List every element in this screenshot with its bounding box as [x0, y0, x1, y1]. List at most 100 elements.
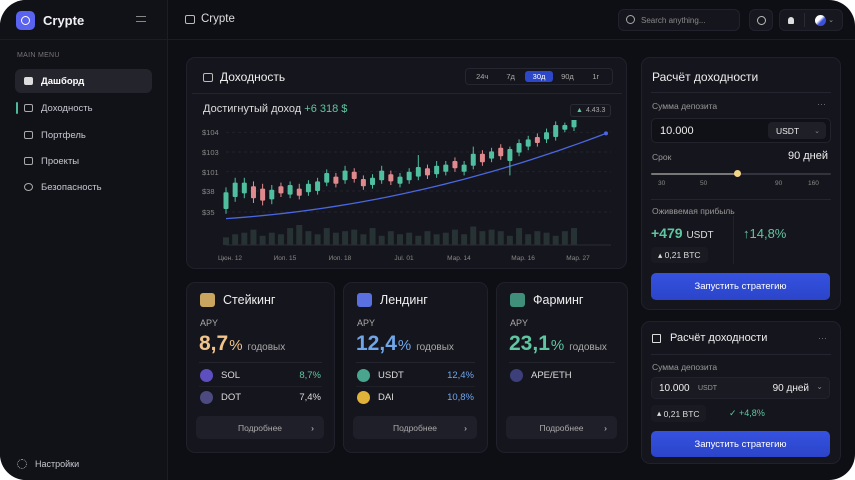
volume-bar	[406, 232, 413, 245]
sidebar-item-projects[interactable]: Проекты	[15, 149, 152, 173]
launch-strategy-button[interactable]: Запустить стратегию	[651, 273, 830, 300]
y-tick-label: $104	[202, 128, 219, 137]
candle-body	[452, 161, 458, 169]
user-icon	[24, 183, 33, 191]
term-value: 90 дней	[787, 150, 828, 162]
coin-icon	[357, 369, 370, 382]
period-tabs: 24ч 7д 30д 90д 1г	[465, 68, 613, 85]
chevron-down-icon: ⌄	[816, 382, 823, 391]
candle-body	[241, 182, 247, 194]
launch-strategy-button-compact[interactable]: Запустить стратегию	[651, 431, 830, 457]
candle-body	[461, 164, 467, 172]
details-button[interactable]: Подробнее ›	[506, 416, 617, 439]
apy-value: 8,7% годовых	[199, 332, 286, 355]
candle-body	[342, 170, 348, 181]
term-slider[interactable]	[651, 170, 831, 177]
yield-card-title: Доходность	[203, 70, 285, 84]
bank-icon	[357, 293, 372, 307]
asset-row: SOL 8,7%	[200, 369, 321, 382]
achieved-income: Достигнутый доход +6 318 $	[203, 103, 348, 115]
btc-equivalent: ▴ 0,21 BTC	[651, 405, 706, 422]
candle-body	[269, 189, 275, 200]
avatar[interactable]	[815, 14, 827, 26]
sidebar-item-yield[interactable]: Доходность	[15, 96, 152, 120]
volume-bar	[525, 234, 532, 245]
chevron-down-icon: ⌄	[814, 127, 820, 135]
candle-body	[516, 143, 522, 153]
sidebar-item-portfolio[interactable]: Портфель	[15, 123, 152, 147]
x-tick-label: Иоп. 18	[329, 255, 352, 262]
volume-bar	[223, 237, 229, 245]
sidebar: Crypte MAIN MENU Дашборд Доходность Порт…	[0, 0, 168, 480]
menu-toggle-icon[interactable]	[136, 16, 146, 22]
candle-body	[296, 188, 302, 196]
apy-value: 23,1% годовых	[509, 332, 607, 355]
tab-90d[interactable]: 90д	[561, 72, 574, 81]
candle-body	[434, 165, 440, 175]
y-tick-label: $35	[202, 208, 215, 217]
search-input[interactable]: Search anything...	[618, 9, 740, 31]
volume-bar	[561, 231, 568, 245]
gear-icon	[17, 459, 27, 469]
volume-bar	[369, 228, 376, 245]
x-tick-label: Мар. 14	[447, 255, 471, 262]
logo-icon	[16, 11, 35, 30]
deposit-input[interactable]: 10.000 USDT ⌄	[651, 118, 831, 143]
yield-icon	[24, 104, 33, 112]
candle-body	[250, 186, 256, 199]
sidebar-item-dashboard[interactable]: Дашборд	[15, 69, 152, 93]
more-options-icon[interactable]: ···	[817, 99, 826, 109]
deposit-term-select[interactable]: 10.000 USDT 90 дней ⌄	[651, 377, 830, 399]
details-button[interactable]: Подробнее ›	[353, 416, 477, 439]
volume-bar	[461, 234, 468, 245]
sidebar-item-security[interactable]: Безопасность	[15, 175, 152, 199]
tab-1y[interactable]: 1г	[592, 72, 600, 81]
volume-bar	[424, 231, 431, 245]
farm-icon	[510, 293, 525, 307]
more-options-icon[interactable]: ···	[818, 333, 827, 343]
candle-body	[525, 139, 531, 147]
deposit-label: Сумма депозита	[652, 101, 718, 111]
bell-icon[interactable]	[788, 16, 795, 24]
volume-bar	[342, 231, 349, 245]
user-controls[interactable]: ⌄	[779, 9, 843, 31]
candle-body	[498, 147, 504, 157]
volume-bar	[360, 234, 367, 245]
slider-handle[interactable]	[734, 170, 742, 177]
header-divider	[0, 39, 855, 40]
candle-body	[351, 171, 357, 179]
asset-row: USDT 12,4%	[357, 369, 474, 382]
volume-bar	[488, 229, 495, 245]
brand-name: Crypte	[43, 13, 85, 28]
y-tick-label: $103	[202, 148, 219, 157]
apy-value: 12,4% годовых	[356, 332, 454, 355]
settings-link[interactable]: Настройки	[17, 459, 79, 469]
volume-bar	[378, 235, 385, 245]
volume-bar	[433, 234, 440, 245]
currency-select[interactable]: USDT ⌄	[768, 122, 826, 139]
settings-button[interactable]	[749, 9, 773, 31]
chevron-right-icon: ›	[464, 422, 467, 433]
volume-bar	[241, 232, 248, 245]
candle-body	[553, 125, 559, 137]
x-tick-label: Jul. 01	[394, 255, 414, 262]
coins-icon	[200, 293, 215, 307]
gear-icon	[756, 15, 766, 25]
volume-bar	[259, 235, 266, 245]
trend-endpoint	[604, 131, 608, 136]
candle-body	[379, 170, 385, 181]
candle-body	[489, 151, 495, 159]
candle-body	[534, 137, 540, 143]
details-button[interactable]: Подробнее ›	[196, 416, 324, 439]
candle-body	[388, 174, 394, 182]
candle-body	[287, 185, 293, 195]
trend-line	[225, 132, 607, 220]
candle-body	[470, 153, 476, 166]
tab-24h[interactable]: 24ч	[476, 72, 489, 81]
tab-7d[interactable]: 7д	[506, 72, 515, 81]
y-tick-label: $38	[202, 187, 215, 196]
x-tick-label: Цюн. 12	[218, 255, 242, 262]
tab-30d[interactable]: 30д	[524, 71, 554, 82]
chevron-down-icon[interactable]: ⌄	[828, 17, 834, 24]
coin-icon	[510, 369, 523, 382]
